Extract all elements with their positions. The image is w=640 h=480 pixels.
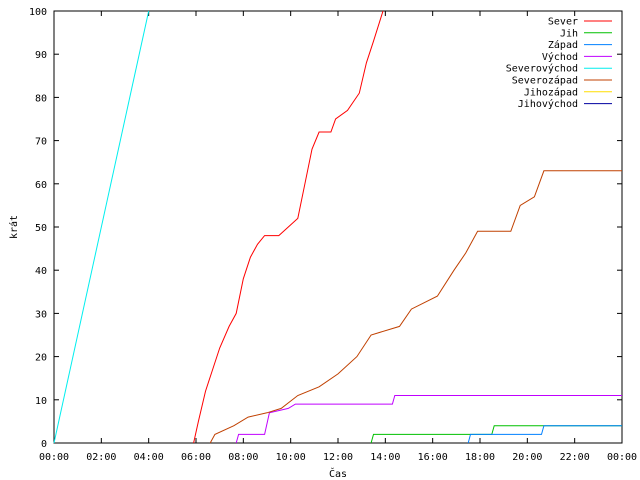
legend: SeverJihZápadVýchodSeverovýchodSeverozáp… — [506, 17, 612, 110]
x-tick-label: 00:00 — [39, 452, 69, 463]
legend-label: Západ — [548, 39, 578, 51]
y-tick-label: 30 — [35, 309, 47, 320]
y-tick-label: 70 — [35, 137, 47, 148]
x-tick-label: 02:00 — [86, 452, 116, 463]
series-lines — [53, 10, 622, 444]
x-tick-label: 04:00 — [134, 452, 164, 463]
series-line-2 — [467, 425, 622, 444]
x-tick-label: 14:00 — [370, 452, 400, 463]
legend-label: Sever — [548, 17, 578, 28]
y-tick-label: 90 — [35, 50, 47, 61]
x-tick-label: 12:00 — [323, 452, 353, 463]
axis-ticks: 0 10 20 30 40 50 60 70 80 90 100 00:00 02:00 04:00 06:… — [29, 7, 637, 463]
y-tick-label: 60 — [35, 180, 47, 191]
legend-label: Jihozápad — [524, 86, 578, 98]
y-tick-label: 80 — [35, 93, 47, 104]
legend-label: Severovýchod — [506, 63, 578, 75]
series-line-5 — [209, 170, 622, 444]
y-axis-label: krát — [8, 215, 20, 239]
x-tick-label: 00:00 — [607, 452, 637, 463]
legend-label: Severozápad — [512, 75, 578, 87]
x-tick-label: 06:00 — [181, 452, 211, 463]
y-tick-label: 50 — [35, 223, 47, 234]
y-tick-label: 0 — [41, 439, 47, 450]
legend-label: Východ — [542, 51, 578, 63]
series-line-3 — [235, 395, 622, 444]
y-tick-label: 10 — [35, 396, 47, 407]
y-tick-label: 100 — [29, 7, 47, 18]
x-tick-label: 22:00 — [560, 452, 590, 463]
x-tick-label: 10:00 — [276, 452, 306, 463]
legend-label: Jih — [560, 28, 578, 39]
x-tick-label: 20:00 — [512, 452, 542, 463]
y-tick-label: 20 — [35, 353, 47, 364]
series-line-0 — [193, 10, 384, 444]
x-tick-label: 18:00 — [465, 452, 495, 463]
x-axis-label: Čas — [329, 467, 347, 480]
x-tick-label: 08:00 — [228, 452, 258, 463]
series-line-4 — [53, 10, 150, 444]
x-tick-label: 16:00 — [418, 452, 448, 463]
y-tick-label: 40 — [35, 266, 47, 277]
legend-label: Jihovýchod — [518, 98, 578, 110]
